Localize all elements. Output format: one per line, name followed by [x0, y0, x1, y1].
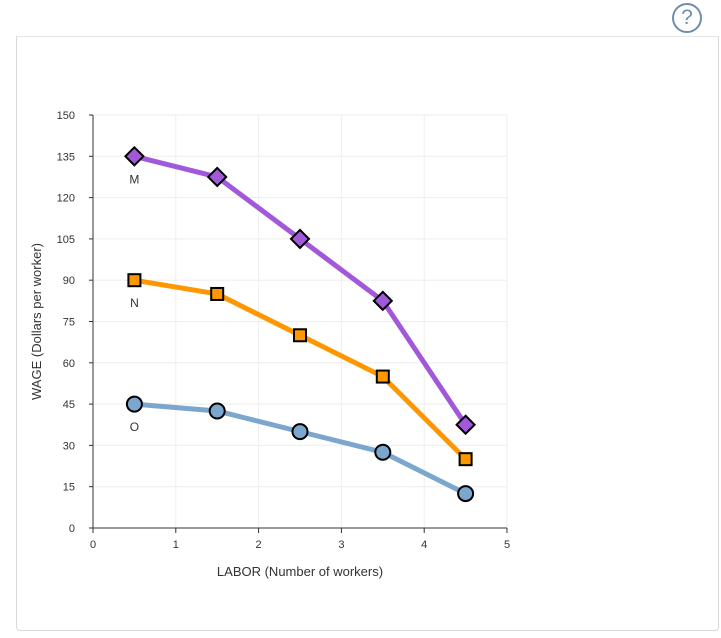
x-tick-label: 0: [90, 539, 96, 551]
point-M[interactable]: [206, 166, 228, 188]
series-N[interactable]: N: [127, 273, 473, 467]
chart-panel: [16, 36, 719, 631]
y-tick-label: 90: [63, 275, 75, 287]
point-O[interactable]: [125, 395, 143, 413]
y-tick-label: 30: [63, 440, 75, 452]
point-M[interactable]: [123, 145, 145, 167]
x-tick-label: 5: [504, 539, 510, 551]
y-tick-label: 0: [69, 523, 75, 535]
y-tick-label: 75: [63, 317, 75, 329]
point-N[interactable]: [293, 328, 307, 343]
point-N[interactable]: [210, 286, 225, 301]
y-tick-label: 60: [63, 358, 75, 370]
point-M[interactable]: [289, 228, 311, 250]
point-M[interactable]: [455, 414, 477, 436]
series-M[interactable]: M: [123, 145, 477, 436]
y-tick-label: 105: [57, 234, 75, 246]
point-O[interactable]: [208, 402, 226, 420]
x-tick-label: 2: [256, 539, 262, 551]
y-axis-label: WAGE (Dollars per worker): [29, 243, 44, 400]
x-tick-label: 3: [338, 539, 344, 551]
series-line-O[interactable]: [131, 401, 469, 497]
chart-grid: [93, 114, 508, 528]
series-label-M: M: [129, 172, 139, 186]
series-label-N: N: [130, 296, 139, 310]
chart-series[interactable]: M N O: [123, 145, 477, 503]
point-N[interactable]: [375, 369, 390, 384]
x-tick-label: 1: [173, 539, 179, 551]
help-question-icon: ?: [681, 6, 693, 29]
point-O[interactable]: [374, 443, 392, 461]
point-M[interactable]: [372, 290, 394, 312]
point-O[interactable]: [457, 485, 475, 503]
x-tick-label: 4: [421, 539, 427, 551]
point-N[interactable]: [127, 273, 142, 288]
y-tick-label: 15: [63, 482, 75, 494]
help-button[interactable]: ?: [672, 3, 702, 33]
y-tick-label: 135: [57, 151, 75, 163]
series-O[interactable]: O: [125, 395, 475, 503]
series-label-O: O: [130, 420, 139, 434]
x-axis-label: LABOR (Number of workers): [217, 564, 383, 579]
y-tick-label: 120: [57, 193, 75, 205]
y-tick-label: 150: [57, 110, 75, 122]
point-N[interactable]: [458, 452, 473, 467]
y-tick-label: 45: [63, 399, 75, 411]
point-O[interactable]: [291, 423, 309, 441]
